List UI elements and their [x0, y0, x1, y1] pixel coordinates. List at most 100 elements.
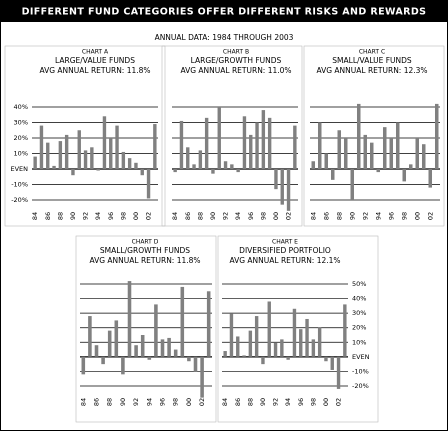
- bar: [109, 138, 113, 169]
- chart-frame: [75, 235, 217, 423]
- y-tick-label: 20%: [352, 324, 366, 332]
- chart-title: LARGE/GROWTH FUNDS: [191, 56, 282, 65]
- x-tick-label: 88: [335, 212, 343, 220]
- bar: [274, 169, 278, 190]
- chart-title: SMALL/GROWTH FUNDS: [100, 246, 190, 255]
- bar: [167, 337, 171, 357]
- x-tick-label: 94: [145, 398, 153, 406]
- bar: [280, 339, 284, 357]
- bar: [395, 122, 400, 169]
- bar: [311, 161, 316, 169]
- bar: [81, 356, 86, 375]
- x-tick-label: 98: [400, 212, 408, 220]
- x-tick-label: 94: [94, 212, 102, 220]
- bar: [217, 107, 221, 169]
- bar: [376, 169, 381, 173]
- chart-subtitle: AVG ANNUAL RETURN: 11.8%: [39, 66, 150, 75]
- bar: [254, 316, 259, 357]
- bar: [200, 356, 204, 398]
- bar: [402, 169, 407, 182]
- y-tick-label: -20%: [11, 196, 28, 204]
- x-tick-label: 86: [184, 212, 192, 220]
- bar: [77, 130, 81, 169]
- y-tick-label: 50%: [352, 280, 366, 288]
- bar: [242, 355, 246, 357]
- chart-subtitle: AVG ANNUAL RETURN: 12.1%: [229, 256, 340, 265]
- bar: [299, 329, 303, 357]
- bar: [114, 320, 119, 357]
- bar: [115, 125, 119, 169]
- y-tick-label: -10%: [352, 367, 369, 375]
- x-tick-label: 84: [309, 212, 317, 220]
- x-tick-label: 94: [234, 212, 242, 220]
- bar: [101, 356, 105, 365]
- bar: [71, 169, 75, 176]
- y-tick-label: 10%: [14, 150, 28, 158]
- bar: [230, 164, 234, 169]
- bar: [147, 356, 152, 360]
- bar: [324, 356, 328, 362]
- chart-title: SMALL/VALUE FUNDS: [332, 56, 412, 65]
- bar: [311, 339, 316, 357]
- bar: [292, 308, 297, 357]
- bar: [198, 150, 203, 169]
- x-tick-label: 88: [56, 212, 64, 220]
- bar: [343, 138, 348, 169]
- x-tick-label: 00: [322, 398, 330, 406]
- x-tick-label: 98: [172, 398, 180, 406]
- bar: [206, 291, 211, 357]
- bar: [236, 169, 240, 173]
- bar: [83, 150, 88, 169]
- chart-label: CHART E: [272, 239, 298, 246]
- bar: [127, 158, 132, 169]
- title-bar: [0, 0, 448, 22]
- chart-frame: [161, 45, 303, 227]
- x-tick-label: 98: [309, 398, 317, 406]
- x-tick-label: 90: [259, 398, 267, 406]
- bar: [330, 356, 334, 370]
- bar: [88, 316, 92, 357]
- bar: [408, 164, 413, 169]
- bar: [96, 169, 100, 171]
- bar: [293, 125, 297, 169]
- bar: [173, 349, 178, 357]
- chart-subtitle: AVG ANNUAL RETURN: 11.8%: [89, 256, 200, 265]
- x-tick-label: 94: [284, 398, 292, 406]
- bar: [146, 169, 151, 199]
- bar: [267, 301, 271, 357]
- y-tick-label: EVEN: [10, 165, 28, 173]
- x-tick-label: 86: [93, 398, 101, 406]
- x-tick-label: 84: [79, 398, 87, 406]
- x-tick-label: 00: [272, 212, 280, 220]
- page-subtitle: ANNUAL DATA: 1984 THROUGH 2003: [155, 33, 294, 42]
- x-tick-label: 88: [246, 398, 254, 406]
- bar: [180, 286, 185, 357]
- bar: [52, 165, 56, 169]
- chart-frame: [303, 45, 445, 227]
- chart-subtitle: AVG ANNUAL RETURN: 11.0%: [180, 66, 291, 75]
- bar: [211, 169, 215, 174]
- x-tick-label: 02: [335, 398, 343, 406]
- x-tick-label: 92: [272, 398, 280, 406]
- x-tick-label: 86: [44, 212, 52, 220]
- x-tick-label: 92: [361, 212, 369, 220]
- bar: [286, 169, 291, 211]
- bar: [204, 117, 209, 169]
- chart-subtitle: AVG ANNUAL RETURN: 12.3%: [316, 66, 427, 75]
- bar: [160, 339, 165, 357]
- bar: [223, 161, 228, 169]
- chart-label: CHART B: [223, 49, 249, 56]
- bar: [317, 327, 322, 357]
- bar: [280, 169, 284, 205]
- x-tick-label: 88: [196, 212, 204, 220]
- x-tick-label: 00: [185, 398, 193, 406]
- x-tick-label: 02: [145, 212, 153, 220]
- y-tick-label: EVEN: [352, 353, 370, 361]
- bar: [90, 147, 94, 169]
- x-tick-label: 88: [106, 398, 114, 406]
- bar: [261, 110, 266, 169]
- x-tick-label: 92: [222, 212, 230, 220]
- bar: [121, 356, 125, 375]
- y-tick-label: -20%: [352, 382, 369, 390]
